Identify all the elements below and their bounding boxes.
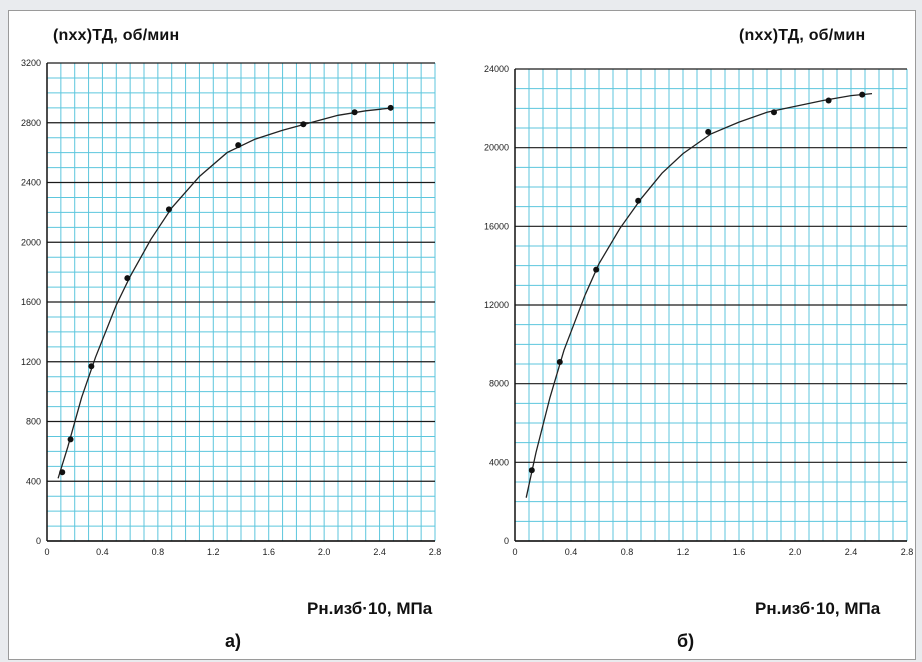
chart-a-y-tick-label: 1200 [21,357,41,367]
chart-a-data-point [300,121,307,128]
chart-a-x-tick-label: 1.2 [207,547,220,557]
chart-a-data-point [59,469,66,476]
chart-a-data-point [235,142,242,149]
chart-a-y-tick-label: 1600 [21,297,41,307]
chart-b-data-point [825,97,832,104]
chart-a-y-tick-label: 400 [26,476,41,486]
chart-b-x-tick-label: 2.8 [901,547,914,557]
chart-b-data-point [635,197,642,204]
chart-a-y-tick-label: 800 [26,417,41,427]
chart-b-x-tick-label: 1.6 [733,547,746,557]
chart-a-y-tick-label: 2400 [21,178,41,188]
chart-a-x-tick-label: 2.4 [373,547,386,557]
chart-a-y-axis-label: (nxx)ТД, об/мин [53,27,180,44]
chart-b: 0 0.4 0.8 1.2 1.6 2.0 2.4 2.8 0 4000 8000 12000 1600… [484,64,914,557]
chart-a-grid [46,62,436,542]
chart-b-x-axis-label: Pн.изб·10, МПа [755,599,881,618]
chart-b-x-tick-label: 1.2 [677,547,690,557]
chart-b-y-tick-label: 20000 [484,143,509,153]
chart-b-y-tick-label: 4000 [489,457,509,467]
chart-b-y-tick-label: 12000 [484,300,509,310]
chart-b-y-tick-label: 0 [504,536,509,546]
chart-a-x-tick-label: 0 [44,547,49,557]
chart-a-data-point [387,104,394,111]
chart-b-y-tick-label: 8000 [489,379,509,389]
chart-a-x-tick-label: 2.0 [318,547,331,557]
chart-b-x-tick-label: 2.0 [789,547,802,557]
chart-b-series-curve [525,92,873,498]
chart-a-data-point [67,436,74,443]
chart-a-y-tick-label: 2000 [21,237,41,247]
chart-b-y-axis-label: (nxx)ТД, об/мин [739,27,866,44]
chart-a-data-point [165,206,172,213]
chart-a-y-tick-label: 3200 [21,58,41,68]
chart-a-panel-label: а) [225,631,242,651]
chart-b-y-tick-label: 24000 [484,64,509,74]
chart-b-x-tick-label: 0.4 [565,547,578,557]
chart-a-y-tick-label: 0 [36,536,41,546]
chart-a: 0 0.4 0.8 1.2 1.6 2.0 2.4 2.8 0 400 800 1200 1600 200… [21,58,442,557]
chart-a-series-curve [57,107,394,479]
chart-b-data-point [859,91,866,98]
chart-b-data-point [705,128,712,135]
chart-a-data-point [88,363,95,370]
chart-b-panel-label: б) [677,631,695,651]
chart-b-data-point [593,266,600,273]
chart-a-x-tick-label: 2.8 [429,547,442,557]
chart-a-x-tick-label: 0.4 [96,547,109,557]
chart-b-data-point [771,109,777,116]
chart-a-y-tick-label: 2800 [21,118,41,128]
chart-a-x-tick-label: 1.6 [262,547,275,557]
chart-b-data-point [528,467,535,474]
chart-a-data-point [351,109,358,116]
chart-a-data-point [124,275,131,282]
chart-a-x-axis-label: Pн.изб·10, МПа [307,599,433,618]
chart-a-x-tick-label: 0.8 [152,547,165,557]
chart-b-x-tick-label: 0 [512,547,517,557]
figure-sheet: (nxx)ТД, об/мин 0 0.4 0.8 1.2 1.6 2.0 2.4 2.8 0 4… [8,10,916,660]
chart-b-data-point [556,359,563,366]
chart-b-x-tick-label: 0.8 [621,547,634,557]
chart-b-grid [514,68,908,542]
chart-b-y-tick-label: 16000 [484,221,509,231]
chart-b-x-tick-label: 2.4 [845,547,858,557]
